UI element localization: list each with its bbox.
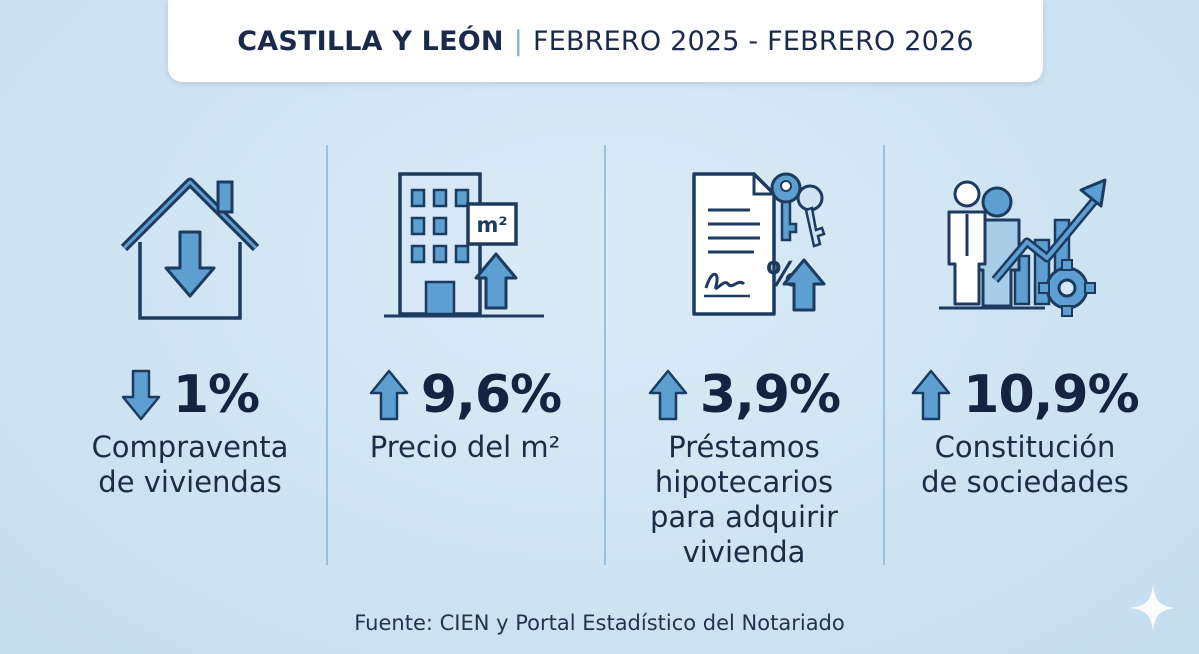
- stat-card-prestamos: % 3,9% Préstamos hipotecarios para adqui…: [604, 160, 884, 569]
- sparkle-icon: [1130, 585, 1176, 631]
- stat-value: 10,9%: [963, 365, 1139, 425]
- house-down-arrow-icon: [120, 177, 260, 320]
- column-divider: [883, 145, 885, 565]
- mortgage-document-keys-icon: %: [692, 172, 826, 316]
- stat-card-compraventa: 1% Compraventa de viviendas: [50, 160, 330, 499]
- region-title: CASTILLA Y LEÓN: [237, 25, 504, 57]
- stat-label-line: Precio del m²: [369, 430, 561, 464]
- column-divider: [604, 145, 606, 565]
- stat-value: 9,6%: [420, 365, 562, 425]
- stat-value: 1%: [172, 365, 260, 425]
- m2-sign-text: m²: [476, 213, 507, 237]
- stat-label-line: de sociedades: [921, 465, 1129, 499]
- stat-label-line: de viviendas: [98, 465, 282, 499]
- stat-value: 3,9%: [699, 365, 841, 425]
- building-m2-up-icon: m²: [384, 172, 544, 318]
- stat-label: Constitución de sociedades: [885, 430, 1165, 500]
- up-arrow-icon: [648, 369, 688, 421]
- stat-label-line: para adquirir: [649, 500, 839, 534]
- source-footnote: Fuente: CIEN y Portal Estadístico del No…: [354, 611, 845, 635]
- stat-card-sociedades: 10,9% Constitución de sociedades: [885, 160, 1165, 499]
- down-arrow-icon: [121, 369, 161, 421]
- stat-label-line: hipotecarios: [654, 465, 834, 499]
- stat-label-line: Constitución: [934, 430, 1116, 464]
- up-arrow-icon: [369, 369, 409, 421]
- stat-label-line: Compraventa: [91, 430, 289, 464]
- stat-label: Precio del m²: [325, 430, 605, 465]
- stat-label: Compraventa de viviendas: [50, 430, 330, 500]
- stat-label-line: Préstamos: [668, 430, 820, 464]
- stat-card-precio-m2: m² 9,6% Precio del m²: [325, 160, 605, 464]
- stat-label: Préstamos hipotecarios para adquirir viv…: [604, 430, 884, 570]
- column-divider: [326, 145, 328, 565]
- business-growth-gear-icon: [939, 178, 1107, 317]
- stat-label-line: vivienda: [682, 535, 806, 569]
- header-banner: CASTILLA Y LEÓN | FEBRERO 2025 - FEBRERO…: [168, 0, 1043, 82]
- period-title: FEBRERO 2025 - FEBRERO 2026: [532, 25, 974, 57]
- header-separator: |: [513, 25, 523, 57]
- up-arrow-icon: [911, 369, 951, 421]
